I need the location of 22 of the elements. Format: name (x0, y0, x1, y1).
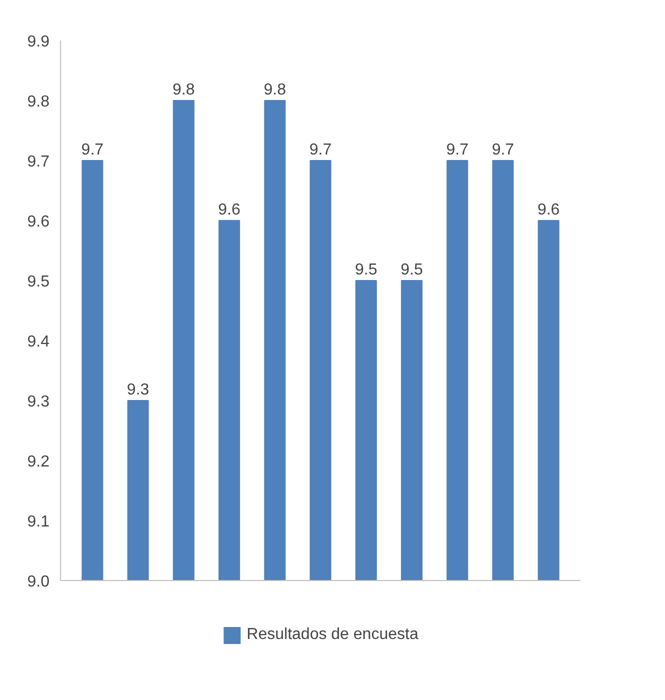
data-label: 9.5 (400, 262, 423, 278)
data-label: 9.5 (354, 262, 378, 278)
data-label: 9.8 (172, 82, 195, 98)
text: 9.7 (27, 154, 50, 170)
text: 9.5 (27, 274, 50, 290)
data-label: 9.6 (537, 202, 560, 218)
text: 9.4 (27, 334, 50, 350)
data-label: 9.8 (264, 82, 286, 98)
text: 9.6 (27, 214, 50, 230)
data-label: 9.7 (81, 142, 104, 158)
data-label: 9.7 (492, 142, 514, 158)
text: 9.2 (27, 454, 50, 470)
text: 9.1 (27, 514, 50, 530)
text: 9.0 (27, 574, 50, 590)
legend-label: Resultados de encuesta (246, 626, 418, 644)
data-label: 9.7 (446, 142, 469, 158)
text: 9.8 (27, 94, 50, 110)
data-label: 9.6 (218, 202, 240, 218)
data-label: 9.7 (309, 142, 332, 158)
text: 9.9 (27, 34, 50, 50)
data-label: 9.3 (126, 382, 150, 398)
text: 9.3 (27, 394, 50, 410)
